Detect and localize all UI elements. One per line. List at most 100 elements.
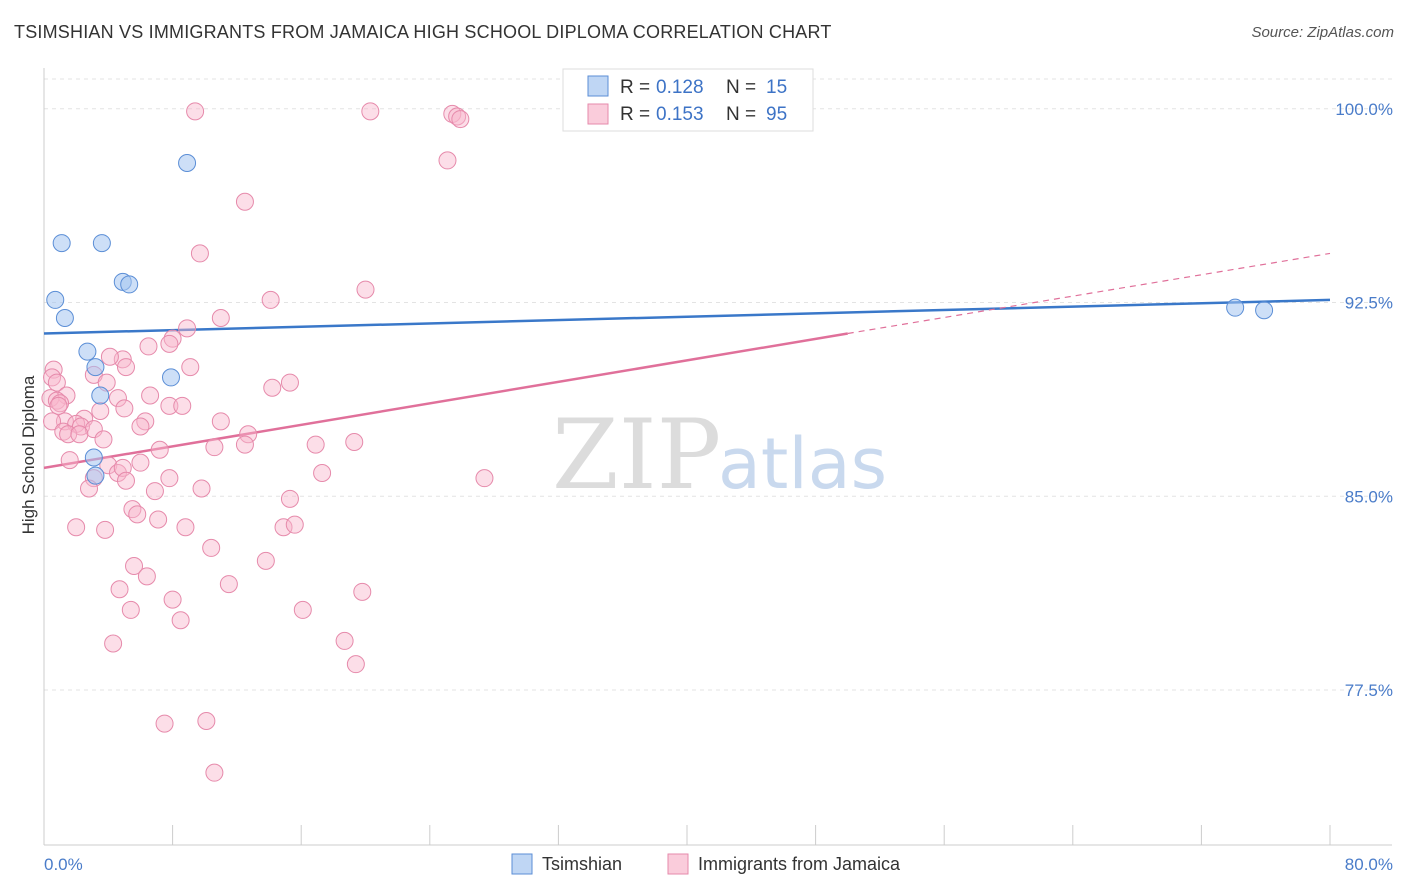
y-tick-label: 85.0% xyxy=(1345,487,1393,506)
data-point-jamaica xyxy=(293,600,312,619)
data-point-jamaica xyxy=(353,582,372,601)
data-point-jamaica xyxy=(145,482,164,501)
data-point-tsimshian xyxy=(1226,298,1245,317)
data-point-jamaica xyxy=(91,402,110,420)
data-point-tsimshian xyxy=(120,275,139,294)
data-point-jamaica xyxy=(150,440,169,459)
series-legend: Tsimshian Immigrants from Jamaica xyxy=(511,853,901,875)
data-point-jamaica xyxy=(235,192,254,211)
x-tick-label-min: 0.0% xyxy=(44,855,83,874)
data-point-tsimshian xyxy=(52,234,71,253)
data-point-jamaica xyxy=(116,358,135,377)
data-point-jamaica xyxy=(110,580,129,599)
data-point-jamaica xyxy=(51,394,70,413)
watermark: ZIP atlas xyxy=(552,399,887,511)
data-point-jamaica xyxy=(285,515,304,534)
x-tick-label-max: 80.0% xyxy=(1345,855,1393,874)
watermark-atlas: atlas xyxy=(718,423,887,505)
y-tick-label: 92.5% xyxy=(1345,294,1393,313)
trend-line-jamaica xyxy=(43,332,848,470)
data-point-tsimshian xyxy=(84,448,103,467)
data-point-jamaica xyxy=(104,634,123,653)
data-point-jamaica xyxy=(313,464,332,482)
data-point-jamaica xyxy=(345,433,364,451)
data-point-jamaica xyxy=(137,567,156,586)
series-legend-swatch-jamaica xyxy=(667,853,689,875)
grid-lines xyxy=(44,78,1392,691)
legend-swatch-jamaica xyxy=(587,103,609,125)
data-point-jamaica xyxy=(131,453,150,472)
data-point-jamaica xyxy=(49,396,68,415)
data-point-jamaica xyxy=(171,611,190,630)
data-point-jamaica xyxy=(70,425,89,444)
data-point-jamaica xyxy=(438,151,457,170)
trend-lines xyxy=(43,252,1331,470)
legend-r-value-jamaica: 0.153 xyxy=(656,104,704,125)
data-point-jamaica xyxy=(99,456,118,475)
data-point-jamaica xyxy=(190,244,209,263)
data-point-jamaica xyxy=(335,631,354,650)
data-point-jamaica xyxy=(205,763,224,782)
legend-r-value-tsimshian: 0.128 xyxy=(656,77,704,98)
legend-n-value-tsimshian: 15 xyxy=(766,77,787,98)
data-point-jamaica xyxy=(43,368,62,387)
legend-n-label-tsimshian: N = xyxy=(726,77,756,98)
data-point-jamaica xyxy=(448,107,467,126)
data-point-tsimshian xyxy=(55,309,74,327)
data-point-jamaica xyxy=(235,435,254,454)
series-legend-label-jamaica: Immigrants from Jamaica xyxy=(698,854,901,874)
data-point-jamaica xyxy=(149,510,168,529)
axes: 77.5% 85.0% 92.5% 100.0% 0.0% 80.0% xyxy=(43,68,1393,874)
data-point-jamaica xyxy=(186,102,205,121)
legend-n-label-jamaica: N = xyxy=(726,104,756,125)
data-point-jamaica xyxy=(263,378,282,397)
y-axis-title: High School Diploma xyxy=(19,375,38,534)
data-point-jamaica xyxy=(141,386,160,405)
data-point-jamaica xyxy=(361,102,380,121)
data-point-jamaica xyxy=(163,590,182,609)
data-point-tsimshian xyxy=(86,466,105,485)
data-point-jamaica xyxy=(54,422,73,441)
data-point-jamaica xyxy=(131,417,150,436)
data-point-jamaica xyxy=(280,489,299,508)
legend-r-label-tsimshian: R = xyxy=(620,77,650,98)
legend-n-value-jamaica: 95 xyxy=(766,104,787,125)
data-point-tsimshian xyxy=(86,358,105,377)
data-point-jamaica xyxy=(160,334,179,353)
legend-swatch-tsimshian xyxy=(587,75,609,97)
source-label: Source: ZipAtlas.com xyxy=(1251,24,1394,41)
data-point-tsimshian xyxy=(78,342,97,361)
data-point-jamaica xyxy=(181,358,200,377)
data-point-jamaica xyxy=(160,396,179,415)
data-point-jamaica xyxy=(155,714,174,733)
data-point-jamaica xyxy=(176,518,195,537)
data-point-jamaica xyxy=(96,520,115,539)
series-legend-label-tsimshian: Tsimshian xyxy=(542,854,622,874)
data-point-jamaica xyxy=(192,479,211,498)
data-point-jamaica xyxy=(356,280,375,299)
data-point-jamaica xyxy=(43,412,62,431)
data-point-jamaica xyxy=(306,435,325,454)
data-point-jamaica xyxy=(280,373,299,392)
data-point-tsimshian xyxy=(91,386,110,405)
data-point-jamaica xyxy=(202,538,221,557)
data-point-tsimshian xyxy=(161,368,180,387)
data-point-jamaica xyxy=(256,551,275,570)
data-point-tsimshian xyxy=(1255,301,1274,320)
data-point-jamaica xyxy=(125,557,144,575)
legend-r-label-jamaica: R = xyxy=(620,104,650,125)
chart-title: TSIMSHIAN VS IMMIGRANTS FROM JAMAICA HIG… xyxy=(14,22,832,42)
data-point-jamaica xyxy=(205,438,224,457)
y-tick-label: 100.0% xyxy=(1335,100,1393,119)
data-point-jamaica xyxy=(178,319,197,338)
data-point-jamaica xyxy=(128,505,147,524)
data-point-jamaica xyxy=(136,412,155,431)
data-point-jamaica xyxy=(115,399,134,418)
data-point-jamaica xyxy=(163,329,182,348)
data-point-jamaica xyxy=(100,347,119,366)
data-point-jamaica xyxy=(108,389,127,408)
data-point-jamaica xyxy=(274,518,293,537)
watermark-zip: ZIP xyxy=(552,399,721,511)
data-point-jamaica xyxy=(121,600,140,619)
